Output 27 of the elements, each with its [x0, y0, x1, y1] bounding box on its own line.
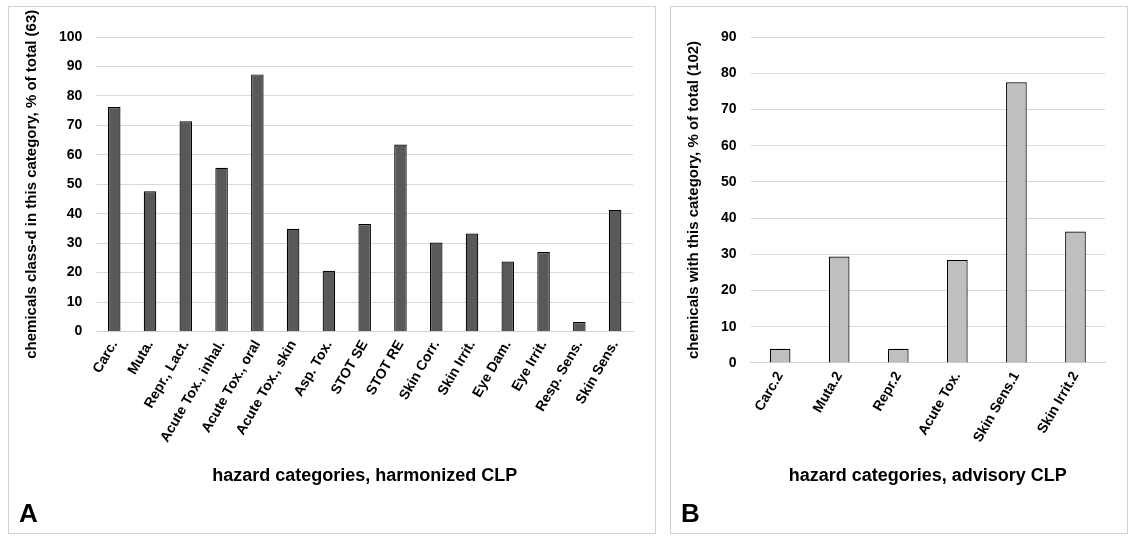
y-tick-label: 20 — [720, 281, 737, 298]
y-tick-label: 40 — [720, 208, 737, 225]
y-tick-label: 30 — [66, 234, 83, 251]
y-tick-label: 30 — [720, 245, 737, 262]
y-tick-label: 60 — [66, 145, 83, 162]
y-axis-title: chemicals with this category, % of total (102) — [684, 40, 702, 360]
y-tick-label: 70 — [66, 116, 83, 133]
y-tick-label: 40 — [66, 204, 83, 221]
y-tick-label: 0 — [74, 322, 83, 339]
text: B — [681, 498, 700, 529]
x-axis-title: hazard categories, harmonized CLP — [212, 465, 518, 486]
text: A — [19, 498, 38, 529]
y-tick-label: 50 — [66, 175, 83, 192]
y-tick-label: 90 — [720, 27, 737, 44]
y-tick-label: 60 — [720, 136, 737, 153]
y-tick-label: 20 — [66, 263, 83, 280]
y-tick-label: 50 — [720, 172, 737, 189]
y-tick-label: 0 — [728, 353, 737, 370]
x-axis-title: hazard categories, advisory CLP — [788, 465, 1067, 486]
y-tick-label: 80 — [66, 86, 83, 103]
y-axis-title: chemicals class-d in this category, % of total (63) — [22, 9, 40, 359]
y-tick-label: 10 — [720, 317, 737, 334]
y-tick-label: 100 — [59, 27, 83, 44]
y-tick-label: 80 — [720, 64, 737, 81]
y-tick-label: 90 — [66, 57, 83, 74]
y-tick-label: 70 — [720, 100, 737, 117]
y-tick-label: 10 — [66, 292, 83, 309]
